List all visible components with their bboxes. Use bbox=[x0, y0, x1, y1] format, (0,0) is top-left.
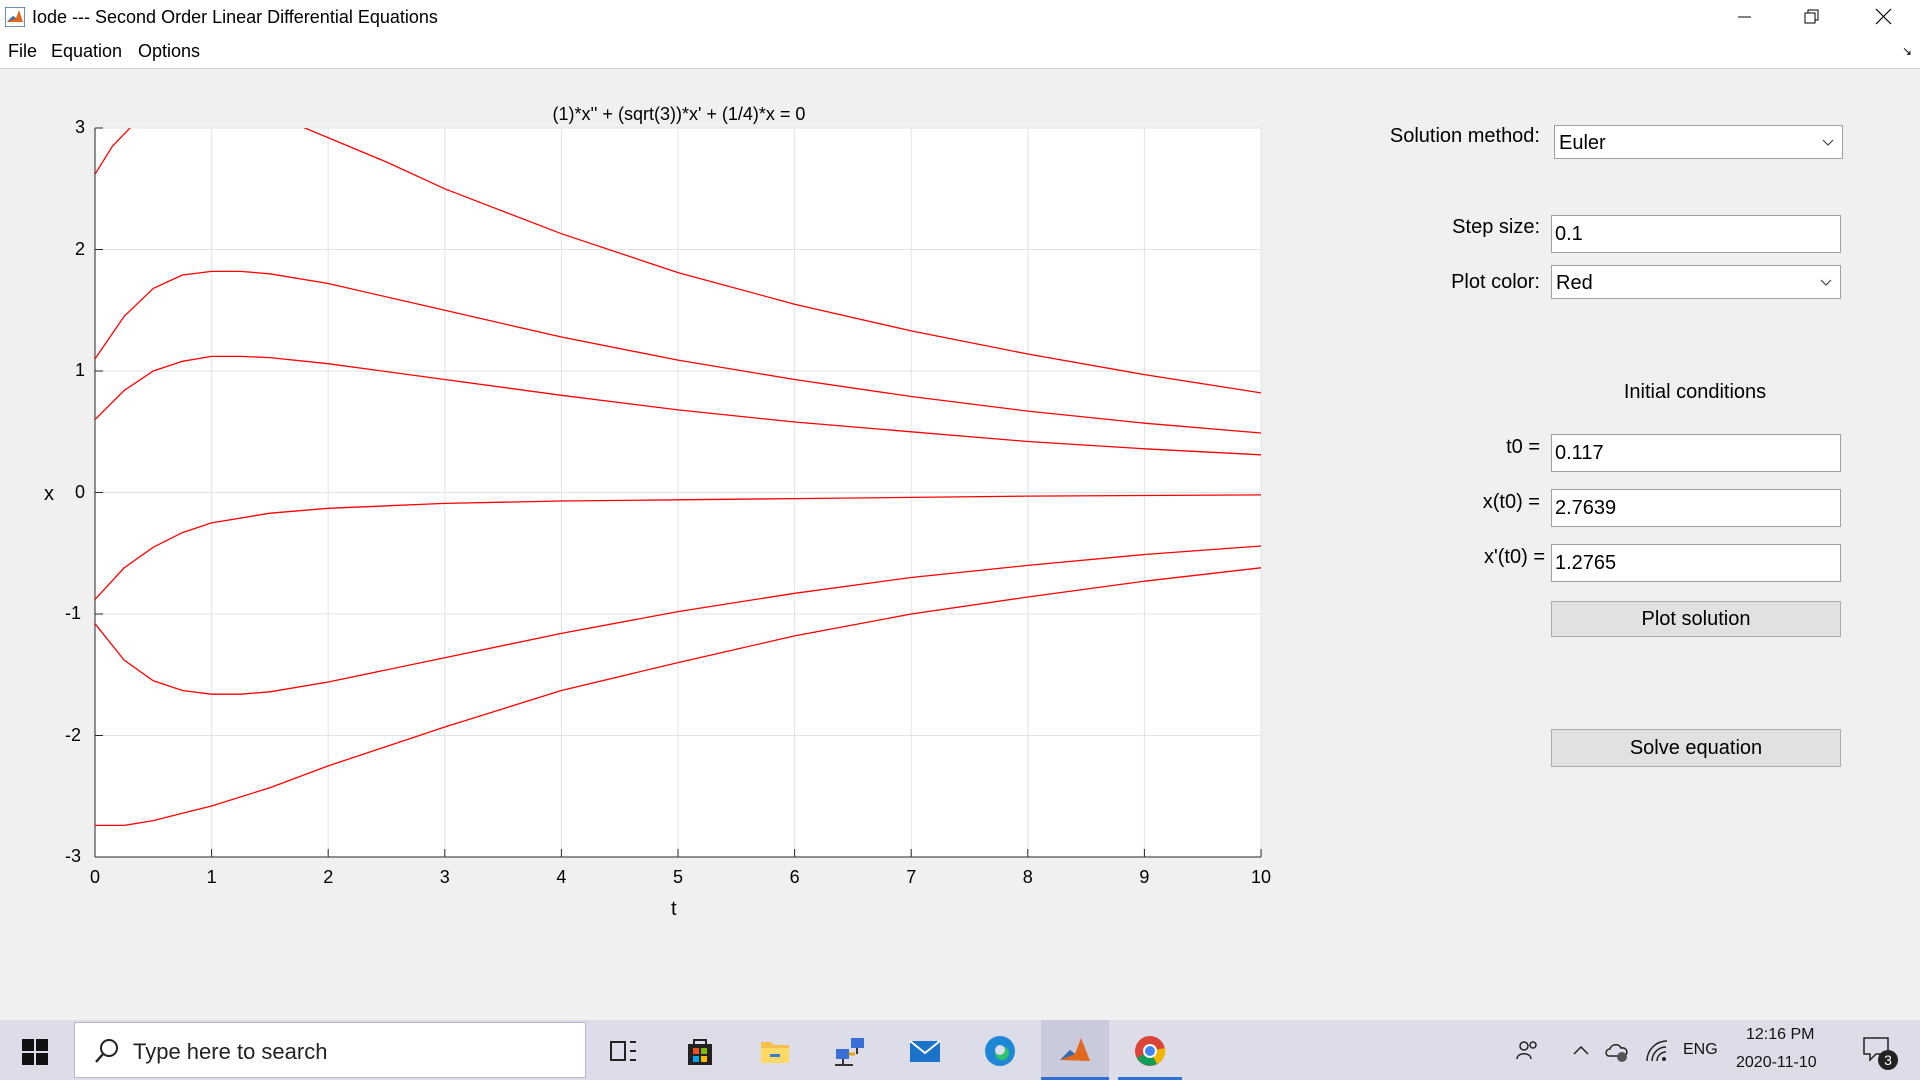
menu-file[interactable]: File bbox=[8, 41, 38, 61]
window-title: Iode --- Second Order Linear Differentia… bbox=[32, 7, 438, 27]
plot-title: (1)*x'' + (sqrt(3))*x' + (1/4)*x = 0 bbox=[552, 104, 806, 124]
title-bar: Iode --- Second Order Linear Differentia… bbox=[0, 0, 1920, 34]
chrome-icon bbox=[1135, 1036, 1166, 1066]
action-center-button[interactable]: 3 bbox=[1856, 1032, 1902, 1072]
y-axis-label: x bbox=[44, 483, 54, 505]
x-tick-label: 6 bbox=[789, 867, 800, 887]
close-button[interactable] bbox=[1852, 0, 1912, 34]
minimize-button[interactable] bbox=[1714, 0, 1774, 34]
y-tick-label: 0 bbox=[75, 481, 86, 502]
file-explorer-icon[interactable] bbox=[758, 1034, 792, 1068]
x-tick-label: 1 bbox=[206, 867, 217, 887]
active-indicator bbox=[1118, 1077, 1182, 1080]
matlab-icon bbox=[5, 7, 25, 27]
mail-icon[interactable] bbox=[908, 1034, 942, 1068]
active-indicator bbox=[1041, 1077, 1109, 1080]
chrome-taskbar-button[interactable] bbox=[1118, 1020, 1182, 1080]
restore-button[interactable] bbox=[1782, 0, 1842, 34]
restore-icon bbox=[1804, 9, 1819, 24]
solution-method-value: Euler bbox=[1559, 132, 1606, 154]
x-tick-label: 0 bbox=[90, 867, 101, 887]
microsoft-store-icon[interactable] bbox=[683, 1034, 717, 1068]
notification-count-badge: 3 bbox=[1878, 1050, 1898, 1070]
search-placeholder: Type here to search bbox=[133, 1039, 328, 1064]
undock-arrow-icon[interactable]: ↘ bbox=[1901, 44, 1912, 58]
x-axis-label: t bbox=[671, 898, 677, 920]
x-tick-label: 3 bbox=[439, 867, 450, 887]
x-tick-label: 2 bbox=[323, 867, 334, 887]
minimize-icon bbox=[1738, 16, 1751, 18]
taskbar-search-box[interactable]: Type here to search bbox=[74, 1022, 586, 1078]
y-tick-label: 2 bbox=[75, 238, 86, 259]
edge-browser-icon[interactable] bbox=[983, 1034, 1017, 1068]
people-icon[interactable] bbox=[1514, 1037, 1542, 1065]
chevron-up-icon[interactable] bbox=[1570, 1040, 1592, 1062]
plot-color-label: Plot color: bbox=[1451, 271, 1540, 293]
x-tick-label: 4 bbox=[556, 867, 567, 887]
solution-method-select[interactable]: Euler bbox=[1554, 125, 1843, 159]
y-tick-label: -1 bbox=[65, 603, 82, 623]
clock-date[interactable]: 2020-11-10 bbox=[1736, 1054, 1817, 1071]
plot-color-select[interactable]: Red bbox=[1551, 265, 1841, 299]
x-tick-label: 5 bbox=[673, 867, 684, 887]
y-tick-label: 1 bbox=[75, 360, 86, 380]
x0-input[interactable] bbox=[1551, 489, 1841, 527]
t0-label: t0 = bbox=[1506, 436, 1540, 458]
matlab-taskbar-button[interactable] bbox=[1041, 1020, 1109, 1080]
x-tick-label: 8 bbox=[1022, 867, 1033, 887]
plot-color-value: Red bbox=[1556, 272, 1593, 294]
solution-method-label: Solution method: bbox=[1389, 125, 1540, 147]
chevron-down-icon bbox=[1822, 139, 1834, 146]
menu-bar: File Equation Options ↘ bbox=[0, 34, 1920, 69]
dx0-input[interactable] bbox=[1551, 544, 1841, 582]
y-tick-label: -3 bbox=[65, 846, 82, 866]
x-tick-label: 10 bbox=[1251, 867, 1272, 887]
y-tick-label: -2 bbox=[65, 724, 82, 745]
t0-input[interactable] bbox=[1551, 434, 1841, 472]
solve-equation-button[interactable]: Solve equation bbox=[1551, 729, 1841, 767]
language-indicator[interactable]: ENG bbox=[1683, 1041, 1718, 1058]
close-icon bbox=[1875, 8, 1892, 25]
x0-label: x(t0) = bbox=[1482, 491, 1540, 513]
menu-options[interactable]: Options bbox=[138, 41, 201, 61]
network-computers-icon[interactable] bbox=[833, 1034, 867, 1068]
y-tick-label: 3 bbox=[75, 117, 86, 137]
onedrive-icon[interactable] bbox=[1603, 1038, 1631, 1064]
wifi-icon[interactable] bbox=[1644, 1039, 1670, 1063]
windows-start-icon[interactable] bbox=[22, 1039, 48, 1065]
menu-equation[interactable]: Equation bbox=[51, 41, 123, 61]
chevron-down-icon bbox=[1820, 279, 1832, 286]
initial-conditions-label: Initial conditions bbox=[1623, 381, 1767, 403]
matlab-icon bbox=[1060, 1038, 1090, 1061]
clock-time[interactable]: 12:16 PM bbox=[1746, 1026, 1815, 1043]
task-view-icon[interactable] bbox=[607, 1034, 641, 1068]
step-size-input[interactable] bbox=[1551, 215, 1841, 253]
plot-solution-button[interactable]: Plot solution bbox=[1551, 601, 1841, 637]
search-icon bbox=[95, 1039, 118, 1063]
x-tick-label: 7 bbox=[906, 867, 917, 887]
x-tick-label: 9 bbox=[1139, 867, 1150, 887]
step-size-label: Step size: bbox=[1452, 216, 1540, 238]
notification-icon bbox=[1863, 1037, 1889, 1062]
dx0-label: x'(t0) = bbox=[1483, 546, 1545, 568]
